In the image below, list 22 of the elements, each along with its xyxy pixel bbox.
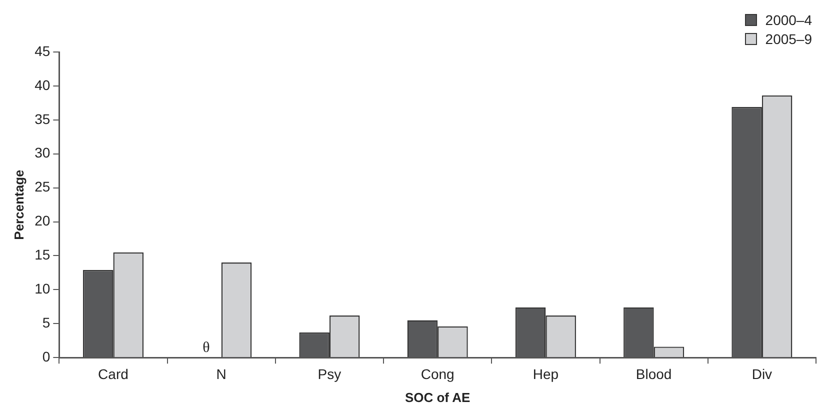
- y-tick-label: 30: [34, 144, 50, 161]
- x-tick-label: Psy: [318, 366, 342, 382]
- y-tick-label: 15: [34, 246, 50, 263]
- y-tick-label: 35: [34, 110, 50, 127]
- x-tick-label: Hep: [532, 366, 559, 382]
- x-axis-title: SOC of AE: [404, 390, 471, 405]
- x-tick-label: N: [216, 366, 226, 382]
- x-tick-label: Cong: [420, 366, 454, 382]
- y-tick-label: 25: [34, 178, 50, 195]
- y-tick-label: 20: [34, 212, 50, 229]
- x-tick-label: Blood: [636, 366, 672, 382]
- y-tick-label: 10: [34, 280, 50, 297]
- y-axis-title: Percentage: [11, 170, 26, 240]
- y-tick-label: 45: [34, 42, 50, 59]
- legend-label: 2000–4: [765, 12, 812, 28]
- y-tick-label: 0: [42, 348, 50, 364]
- x-tick-label: Card: [98, 366, 128, 382]
- y-tick-label: 40: [34, 76, 50, 93]
- y-tick-label: 5: [42, 314, 50, 331]
- x-tick-label: Div: [752, 366, 772, 382]
- annotation: θ: [202, 340, 210, 356]
- legend-label: 2005–9: [765, 30, 812, 46]
